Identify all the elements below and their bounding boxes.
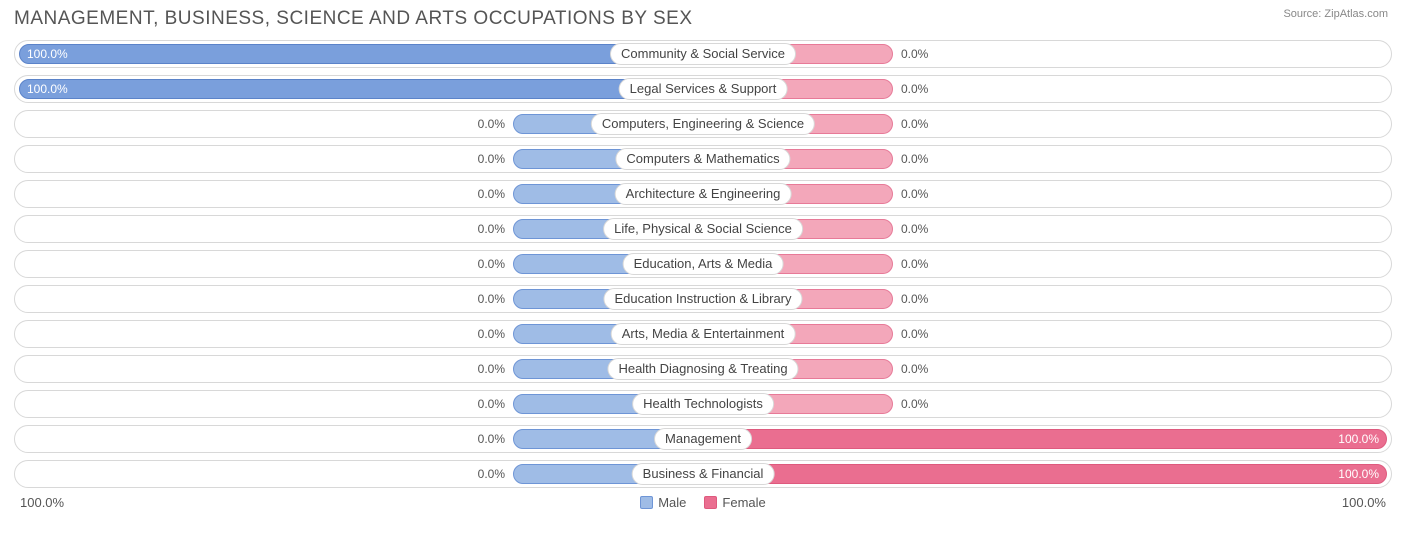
female-swatch-icon — [704, 496, 717, 509]
source-value: ZipAtlas.com — [1324, 8, 1388, 20]
female-value-label: 100.0% — [1338, 432, 1379, 446]
category-label: Legal Services & Support — [619, 78, 788, 100]
female-value-label: 0.0% — [901, 327, 928, 341]
category-label: Computers & Mathematics — [615, 148, 790, 170]
female-value-label: 0.0% — [901, 397, 928, 411]
female-value-label: 0.0% — [901, 47, 928, 61]
legend-male-label: Male — [658, 495, 686, 510]
female-value-label: 0.0% — [901, 222, 928, 236]
category-label: Education, Arts & Media — [623, 253, 784, 275]
male-value-label: 0.0% — [478, 467, 505, 481]
male-value-label: 0.0% — [478, 152, 505, 166]
legend-row: 100.0% Male Female 100.0% — [14, 495, 1392, 510]
female-value-label: 0.0% — [901, 257, 928, 271]
male-value-label: 0.0% — [478, 432, 505, 446]
male-value-label: 100.0% — [27, 47, 68, 61]
male-value-label: 0.0% — [478, 397, 505, 411]
male-value-label: 0.0% — [478, 117, 505, 131]
legend-item-male: Male — [640, 495, 686, 510]
chart-row: 0.0% 100.0% Business & Financial — [14, 460, 1392, 488]
female-value-label: 0.0% — [901, 117, 928, 131]
female-value-label: 0.0% — [901, 152, 928, 166]
category-label: Arts, Media & Entertainment — [611, 323, 796, 345]
chart-row: 0.0% 0.0% Life, Physical & Social Science — [14, 215, 1392, 243]
axis-left-label: 100.0% — [20, 495, 64, 510]
male-value-label: 0.0% — [478, 222, 505, 236]
male-value-label: 0.0% — [478, 187, 505, 201]
female-value-label: 100.0% — [1338, 467, 1379, 481]
chart-row: 0.0% 0.0% Architecture & Engineering — [14, 180, 1392, 208]
category-label: Education Instruction & Library — [603, 288, 802, 310]
female-value-label: 0.0% — [901, 362, 928, 376]
chart-row: 0.0% 0.0% Computers & Mathematics — [14, 145, 1392, 173]
chart-row: 0.0% 0.0% Education, Arts & Media — [14, 250, 1392, 278]
male-bar — [19, 79, 703, 99]
source-label: Source: — [1283, 8, 1321, 20]
legend-female-label: Female — [722, 495, 765, 510]
legend-item-female: Female — [704, 495, 765, 510]
chart-row: 0.0% 0.0% Education Instruction & Library — [14, 285, 1392, 313]
female-bar — [703, 429, 1387, 449]
chart-row: 0.0% 0.0% Computers, Engineering & Science — [14, 110, 1392, 138]
legend: Male Female — [640, 495, 766, 510]
diverging-bar-chart: 100.0%0.0%Community & Social Service100.… — [14, 40, 1392, 488]
chart-row: 100.0% 0.0% Legal Services & Support — [14, 75, 1392, 103]
source-attribution: Source: ZipAtlas.com — [1283, 8, 1392, 20]
male-value-label: 100.0% — [27, 82, 68, 96]
female-bar — [703, 464, 1387, 484]
category-label: Community & Social Service — [610, 43, 796, 65]
chart-title: MANAGEMENT, BUSINESS, SCIENCE AND ARTS O… — [14, 8, 693, 30]
chart-row: 0.0% 0.0% Health Technologists — [14, 390, 1392, 418]
chart-row: 100.0% 0.0% Community & Social Service — [14, 40, 1392, 68]
category-label: Computers, Engineering & Science — [591, 113, 815, 135]
male-value-label: 0.0% — [478, 257, 505, 271]
chart-row: 0.0% 0.0% Health Diagnosing & Treating — [14, 355, 1392, 383]
female-value-label: 0.0% — [901, 82, 928, 96]
category-label: Business & Financial — [632, 463, 775, 485]
male-bar — [19, 44, 703, 64]
category-label: Management — [654, 428, 752, 450]
category-label: Health Diagnosing & Treating — [607, 358, 798, 380]
female-value-label: 0.0% — [901, 187, 928, 201]
male-value-label: 0.0% — [478, 327, 505, 341]
category-label: Architecture & Engineering — [615, 183, 792, 205]
chart-row: 0.0% 100.0% Management — [14, 425, 1392, 453]
female-value-label: 0.0% — [901, 292, 928, 306]
category-label: Health Technologists — [632, 393, 774, 415]
axis-right-label: 100.0% — [1342, 495, 1386, 510]
male-value-label: 0.0% — [478, 292, 505, 306]
chart-row: 0.0% 0.0% Arts, Media & Entertainment — [14, 320, 1392, 348]
category-label: Life, Physical & Social Science — [603, 218, 803, 240]
male-value-label: 0.0% — [478, 362, 505, 376]
male-swatch-icon — [640, 496, 653, 509]
